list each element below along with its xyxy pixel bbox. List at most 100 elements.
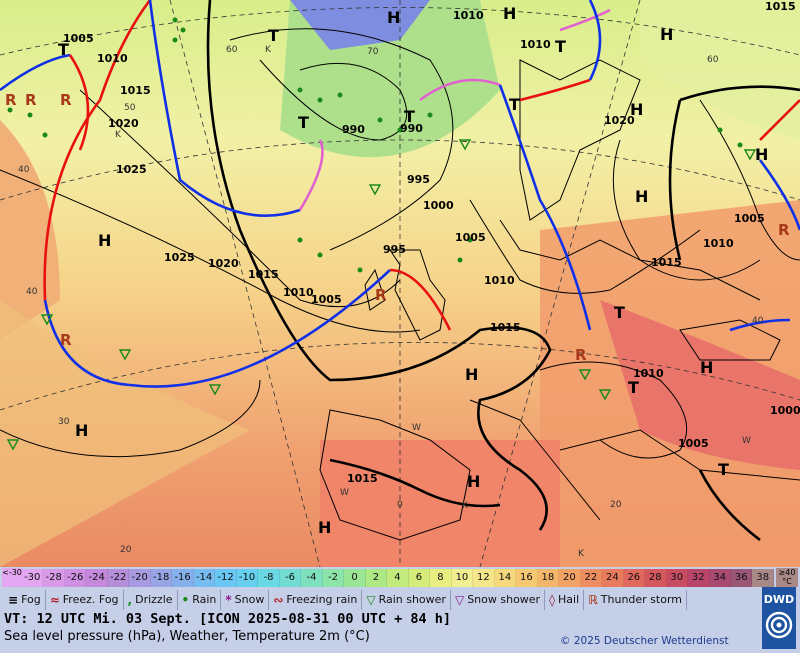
temperature-scale-cell: 28 — [645, 569, 667, 587]
low-center: T — [555, 37, 566, 56]
temperature-scale-cell: 0 — [344, 569, 366, 587]
weather-legend-item: ≡ Fog — [4, 590, 46, 610]
svg-text:R: R — [778, 221, 790, 239]
high-center: H — [387, 8, 400, 27]
weather-symbol-icon: * — [225, 593, 232, 607]
low-center: T — [298, 113, 309, 132]
isobar-label: 1020 — [208, 257, 239, 270]
fronts — [0, 0, 800, 388]
temperature-scale-cell: -16 — [172, 569, 194, 587]
weather-symbol-icon: • — [181, 593, 190, 607]
warm-front-britain — [389, 268, 452, 331]
isobar-label: 1015 — [651, 256, 682, 269]
weather-legend-label: Snow shower — [467, 593, 541, 606]
cold-region-north — [290, 0, 430, 50]
weather-legend-label: Hail — [558, 593, 580, 606]
temperature-scale-cell: 30 — [666, 569, 689, 587]
temperature-scale-cell: -6 — [279, 569, 302, 587]
isobar-label: 990 — [400, 122, 423, 135]
logo-text: DWD — [763, 593, 795, 606]
warm-front-baltic — [519, 78, 591, 102]
weather-legend-item: ▽ Snow shower — [451, 590, 546, 610]
isobar-label: 1020 — [604, 114, 635, 127]
thick-isobars — [206, 0, 800, 542]
svg-text:40: 40 — [26, 287, 38, 297]
isobar-label: 1000 — [423, 199, 454, 212]
weather-legend-item: ℝ Thunder storm — [584, 590, 688, 610]
warm-front-east — [759, 99, 800, 141]
legend-panel: <-30 -30 -28 -26 -24 -22 -20 -18 -16 -14 -12 -10 -8… — [0, 567, 800, 653]
copyright: © 2025 Deutscher Wetterdienst — [560, 635, 729, 647]
high-center: H — [660, 25, 673, 44]
svg-text:70: 70 — [367, 47, 379, 57]
weather-symbol-icon: ∾ — [273, 593, 284, 607]
svg-text:K: K — [462, 501, 469, 511]
svg-text:R: R — [375, 286, 387, 304]
scale-upper-bound: ≥40 °C — [776, 568, 798, 587]
weather-symbol-icon: ℝ — [588, 593, 598, 607]
weather-legend-item: * Snow — [221, 590, 270, 610]
svg-text:50: 50 — [124, 103, 136, 113]
warm-front-atlantic — [43, 0, 152, 301]
weather-legend-label: Rain — [192, 593, 217, 606]
temperature-scale-cell: 16 — [516, 569, 538, 587]
isobar-label: 1015 — [347, 472, 378, 485]
high-center: H — [318, 518, 331, 537]
svg-text:40: 40 — [18, 165, 30, 175]
temperature-scale-cell: 8 — [430, 569, 452, 587]
weather-symbol-icon: ▽ — [454, 593, 465, 607]
cold-front-northeast — [588, 0, 602, 81]
isobar-label: 1005 — [455, 231, 486, 244]
cold-front-blacksea — [729, 318, 791, 332]
svg-text:K: K — [115, 130, 122, 140]
low-center: T — [404, 107, 415, 126]
weather-legend-item: • Rain — [178, 590, 222, 610]
svg-text:W: W — [412, 423, 421, 433]
cold-front-atlantic — [43, 269, 391, 388]
temperature-scale-cell: -24 — [86, 569, 108, 587]
temperature-scale-cell: 20 — [559, 569, 581, 587]
svg-text:W: W — [340, 488, 349, 498]
temperature-scale-cell: 18 — [537, 569, 560, 587]
svg-text:K: K — [265, 45, 272, 55]
svg-text:K: K — [578, 549, 585, 559]
high-center: H — [467, 472, 480, 491]
temperature-scale-cell: 12 — [473, 569, 495, 587]
isobar-label: 1005 — [734, 212, 765, 225]
warm-front-greenland — [68, 54, 90, 151]
cool-region-northeast — [640, 0, 800, 140]
low-center: T — [58, 40, 69, 59]
temperature-scale-cell: 36 — [730, 569, 753, 587]
weather-legend-label: Thunder storm — [600, 593, 683, 606]
weather-legend-label: Freezing rain — [286, 593, 358, 606]
svg-text:R: R — [575, 346, 587, 364]
temperature-scale-cell: -28 — [43, 569, 65, 587]
temperature-scale-cell: 32 — [688, 569, 710, 587]
isobar-label: 995 — [383, 243, 406, 256]
chart-description: Sea level pressure (hPa), Weather, Tempe… — [4, 629, 370, 644]
low-center: H — [755, 145, 768, 164]
svg-text:20: 20 — [610, 500, 622, 510]
weather-legend-label: Drizzle — [135, 593, 173, 606]
occlusion-northeast — [559, 8, 611, 32]
svg-text:R: R — [60, 91, 72, 109]
temperature-scale-cell: 24 — [602, 569, 624, 587]
weather-legend-item: , Drizzle — [124, 590, 178, 610]
isobar-label: 1010 — [453, 9, 484, 22]
svg-text:0: 0 — [397, 500, 403, 510]
temperature-scale-cell: 22 — [580, 569, 603, 587]
isobar-label: 1005 — [63, 32, 94, 45]
scale-lower-bound: <-30 — [2, 568, 22, 587]
dwd-logo: DWD — [762, 587, 796, 649]
cold-front-north — [148, 0, 301, 217]
cold-front-europe — [498, 84, 592, 331]
temperature-color-scale: -30 -28 -26 -24 -22 -20 -18 -16 -14 -12 -10 -8 -6 -4-… — [22, 569, 774, 587]
temperature-scale-cell: 10 — [451, 569, 474, 587]
temperature-scale-cell: -18 — [150, 569, 173, 587]
temperature-scale-cell: -2 — [322, 569, 345, 587]
temperature-scale-cell: 34 — [709, 569, 731, 587]
isobar-label: 1010 — [484, 274, 515, 287]
high-center: H — [98, 231, 111, 250]
